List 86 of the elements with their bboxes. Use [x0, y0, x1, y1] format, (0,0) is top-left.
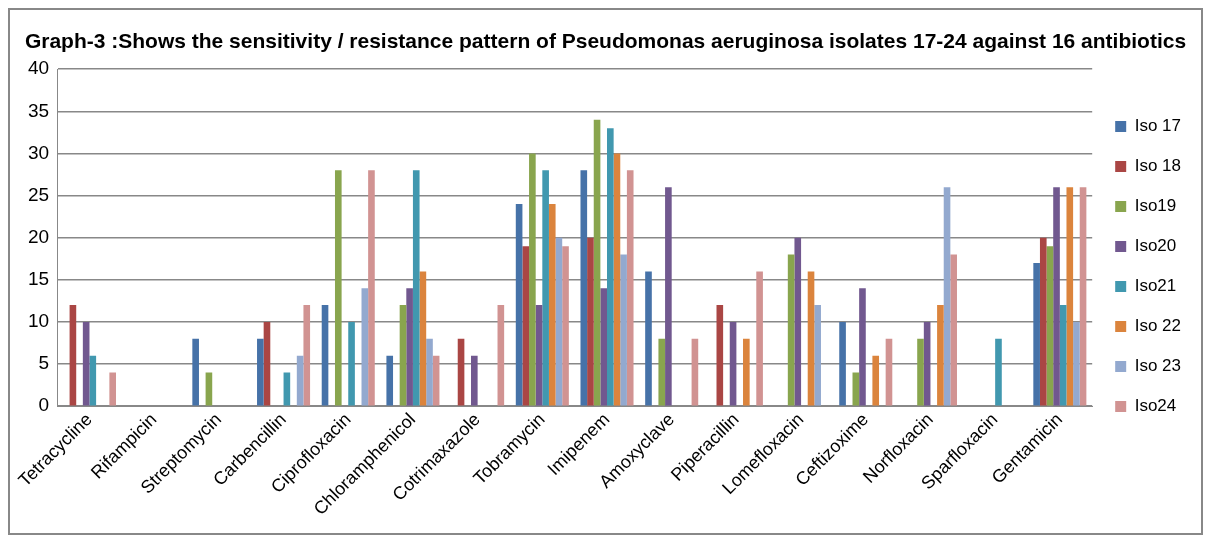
bar — [1033, 262, 1040, 406]
y-tick-label: 20 — [27, 225, 50, 247]
bar — [303, 305, 311, 406]
bar — [419, 271, 427, 406]
bar — [995, 338, 1002, 406]
bar — [645, 271, 652, 406]
bar — [1039, 237, 1047, 406]
bar — [923, 321, 931, 406]
y-tick-label: 35 — [27, 99, 50, 121]
legend-label: Iso 17 — [1134, 116, 1181, 136]
bar — [555, 237, 563, 406]
bar — [548, 204, 556, 406]
bar — [872, 355, 880, 406]
bar — [361, 288, 369, 406]
bar — [839, 321, 846, 406]
bar — [1059, 305, 1067, 406]
bar — [457, 338, 465, 406]
bar — [620, 254, 627, 406]
bar — [794, 237, 802, 406]
y-tick-label: 0 — [38, 394, 50, 416]
bar — [580, 170, 588, 406]
bar — [716, 305, 724, 406]
bar — [82, 321, 90, 406]
bar — [937, 305, 944, 406]
bar — [348, 321, 355, 406]
bar — [334, 170, 342, 406]
y-tick-label: 15 — [27, 268, 50, 290]
bar — [729, 321, 737, 406]
bar — [814, 305, 821, 406]
bar — [613, 153, 621, 406]
bar — [787, 254, 795, 406]
bar — [89, 355, 97, 406]
bar — [515, 204, 523, 406]
bar — [1066, 187, 1074, 406]
bar — [471, 355, 478, 406]
bar — [600, 288, 608, 406]
bar — [1079, 187, 1087, 406]
chart-title: Graph-3 :Shows the sensitivity / resistance pattern of Pseudomonas aeruginosa isolates 17-24 against 16 antibiotics — [24, 29, 1187, 53]
bar — [562, 246, 569, 406]
bar — [542, 170, 549, 406]
bar — [406, 288, 413, 406]
y-tick-label: 40 — [27, 57, 50, 79]
bar — [743, 338, 750, 406]
legend-label: Iso 18 — [1134, 156, 1181, 176]
bar — [69, 305, 77, 406]
legend-label: Iso24 — [1134, 396, 1177, 416]
legend-label: Iso 23 — [1134, 356, 1181, 376]
bar — [807, 271, 815, 406]
bar — [368, 170, 375, 406]
bar — [522, 246, 530, 406]
legend-label: Iso20 — [1134, 236, 1177, 256]
legend-label: Iso21 — [1134, 276, 1177, 296]
legend-label: Iso 22 — [1134, 316, 1181, 336]
bar — [192, 338, 199, 406]
bar — [658, 338, 666, 406]
bar — [943, 187, 951, 406]
bar — [756, 271, 763, 406]
bar — [607, 128, 614, 406]
bar — [386, 355, 394, 406]
bar — [626, 170, 634, 406]
bar — [399, 305, 407, 406]
y-tick-label: 25 — [27, 183, 50, 205]
bar — [535, 305, 543, 406]
bar — [321, 305, 329, 406]
bar — [1046, 246, 1054, 406]
bar — [1053, 187, 1060, 406]
bar — [587, 237, 594, 406]
bar — [665, 187, 672, 406]
bar — [497, 305, 505, 406]
bar — [529, 153, 536, 406]
bar — [691, 338, 699, 406]
bar — [412, 170, 420, 406]
bar — [426, 338, 433, 406]
bar — [257, 338, 264, 406]
bar — [917, 338, 924, 406]
bar — [109, 372, 116, 406]
bar — [885, 338, 893, 406]
legend-label: Iso19 — [1134, 196, 1177, 216]
bar — [593, 119, 601, 406]
y-tick-label: 10 — [27, 310, 50, 332]
y-tick-label: 30 — [27, 141, 50, 163]
bar — [1073, 321, 1080, 406]
bar — [859, 288, 866, 406]
bar — [263, 321, 271, 406]
y-tick-label: 5 — [38, 352, 50, 374]
bar — [950, 254, 957, 406]
